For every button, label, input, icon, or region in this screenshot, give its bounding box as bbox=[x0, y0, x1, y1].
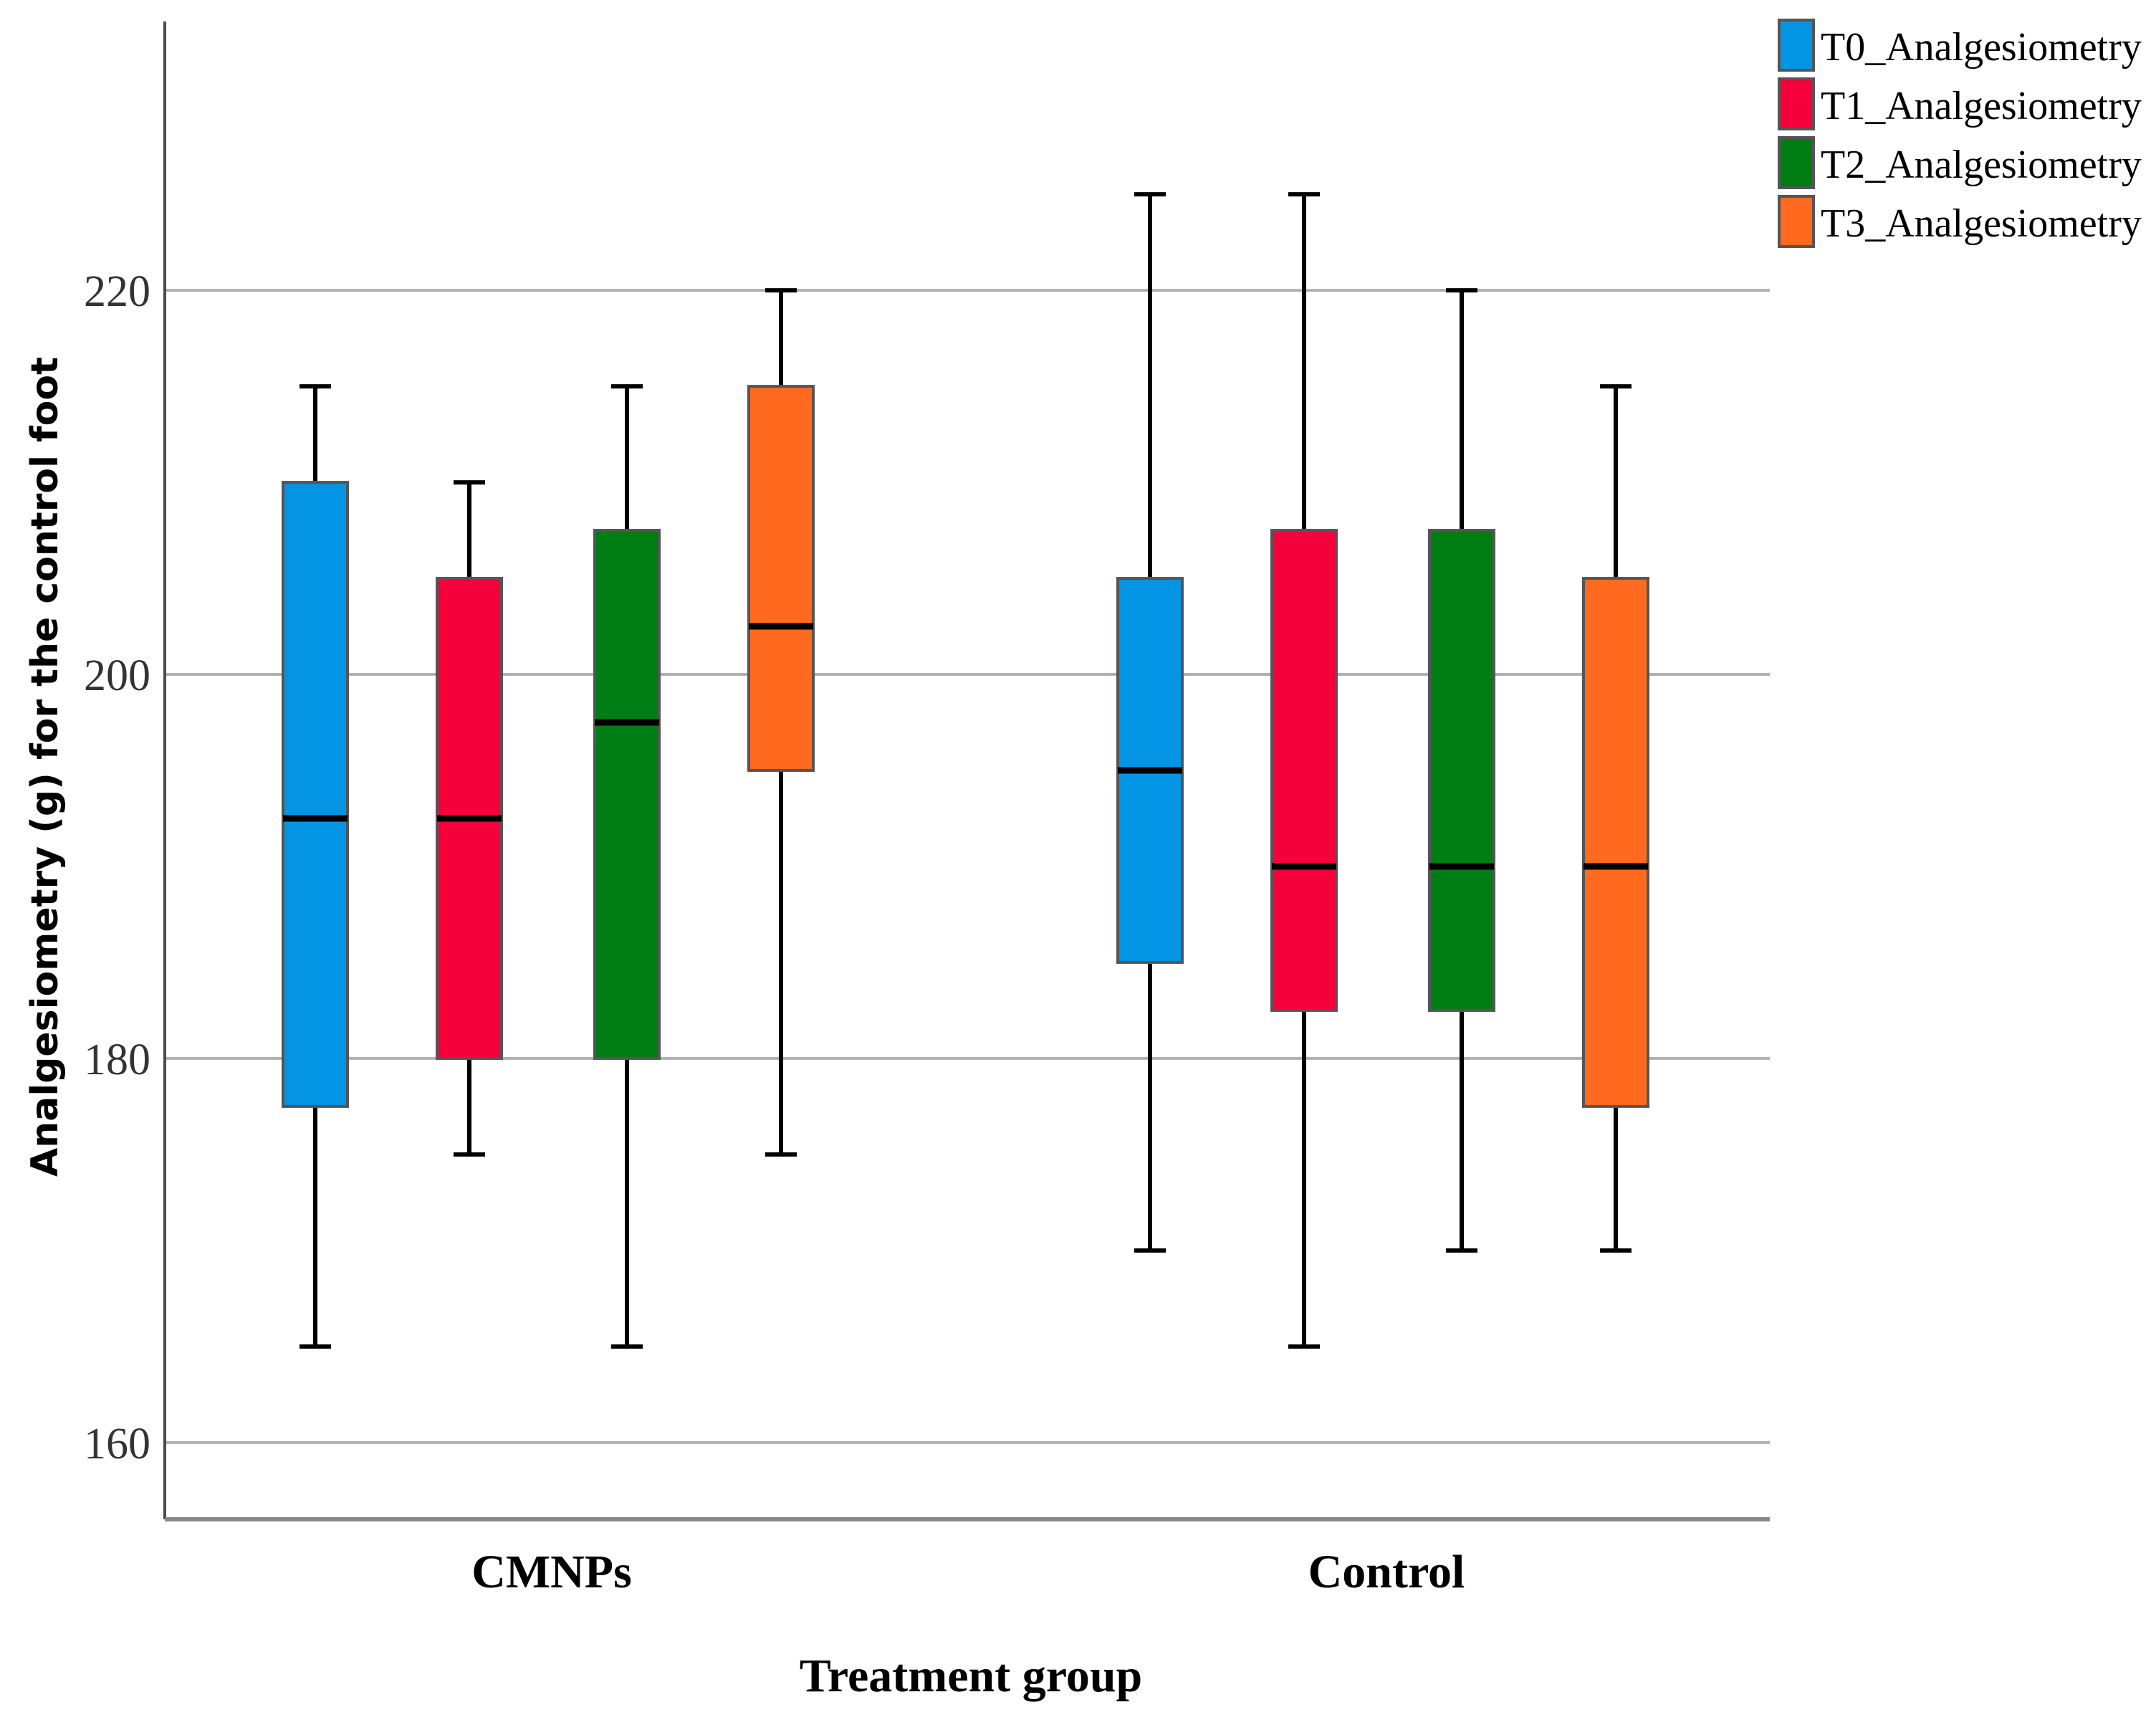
legend-item-T3_Analgesiometry: T3_Analgesiometry bbox=[1778, 195, 2142, 248]
x-tick-label-CMNPs: CMNPs bbox=[471, 1546, 632, 1598]
box-body bbox=[282, 481, 349, 1108]
axes-layer bbox=[163, 21, 1770, 1521]
legend-label: T2_Analgesiometry bbox=[1821, 143, 2142, 187]
legend-swatch bbox=[1778, 136, 1815, 189]
y-axis-title: Analgesiometry (g) for the control foot bbox=[24, 357, 67, 1177]
legend-label: T3_Analgesiometry bbox=[1821, 201, 2142, 246]
box-body bbox=[1428, 529, 1495, 1012]
y-tick-labels: 160 180 200 220 bbox=[84, 267, 150, 1468]
y-tick-label-200: 200 bbox=[84, 651, 150, 700]
legend-item-T1_Analgesiometry: T1_Analgesiometry bbox=[1778, 77, 2142, 130]
box-T0_Analgesiometry-CMNPs bbox=[282, 384, 349, 1349]
legend-swatch bbox=[1778, 77, 1815, 130]
box-T2_Analgesiometry-Control bbox=[1428, 288, 1495, 1253]
y-tick-label-220: 220 bbox=[84, 267, 150, 316]
legend-item-T0_Analgesiometry: T0_Analgesiometry bbox=[1778, 19, 2142, 72]
box-T0_Analgesiometry-Control bbox=[1116, 192, 1184, 1253]
y-tick-label-180: 180 bbox=[84, 1036, 150, 1084]
legend: T0_Analgesiometry T1_Analgesiometry T2_Ana… bbox=[1778, 19, 2142, 248]
box-body bbox=[1270, 529, 1338, 1012]
box-body bbox=[747, 385, 815, 772]
box-T3_Analgesiometry-Control bbox=[1582, 384, 1649, 1253]
box-T3_Analgesiometry-CMNPs bbox=[747, 288, 815, 1157]
legend-item-T2_Analgesiometry: T2_Analgesiometry bbox=[1778, 136, 2142, 189]
legend-swatch bbox=[1778, 195, 1815, 248]
box-body bbox=[1582, 577, 1649, 1108]
legend-swatch bbox=[1778, 19, 1815, 72]
box-T1_Analgesiometry-Control bbox=[1270, 192, 1338, 1349]
legend-label: T1_Analgesiometry bbox=[1821, 84, 2142, 128]
box-layer bbox=[282, 192, 1649, 1349]
x-tick-label-Control: Control bbox=[1308, 1546, 1465, 1598]
x-tick-labels: CMNPs Control bbox=[471, 1546, 1465, 1598]
box-T2_Analgesiometry-CMNPs bbox=[593, 384, 661, 1349]
grid-layer bbox=[165, 289, 1770, 1444]
box-T1_Analgesiometry-CMNPs bbox=[436, 480, 503, 1157]
x-axis-title: Treatment group bbox=[800, 1650, 1142, 1702]
y-tick-label-160: 160 bbox=[84, 1420, 150, 1468]
box-body bbox=[593, 529, 661, 1060]
legend-label: T0_Analgesiometry bbox=[1821, 25, 2142, 70]
